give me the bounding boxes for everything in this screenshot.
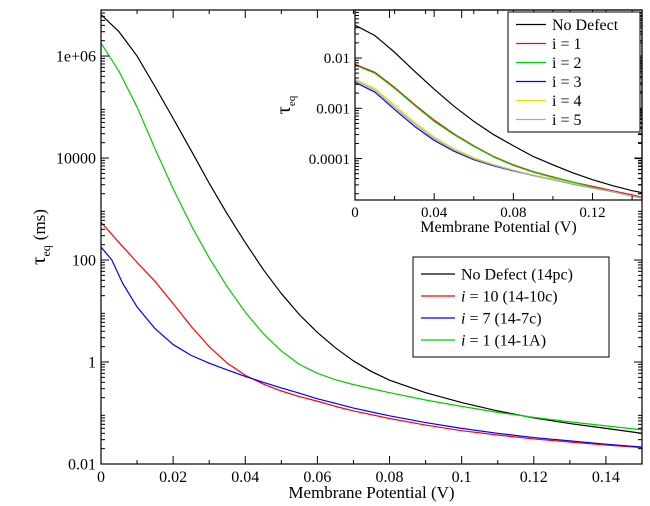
- legend-label-text: i = 4: [552, 93, 581, 110]
- inset-chart: 0 0.04 0.08 0.12 0.0001 0.001 0.01 Membrane Pot…: [273, 9, 643, 236]
- legend-label-text: i = 5: [552, 112, 581, 129]
- legend-label-3: i = 7 (14-7c): [461, 311, 542, 328]
- y-tick-label: 0.01: [324, 51, 350, 67]
- legend-label-5: i = 4: [552, 93, 581, 110]
- y-tick-label: 0.0001: [309, 152, 350, 168]
- y-tick-label: 100: [72, 253, 96, 270]
- y-axis-title-subscript: eq: [286, 95, 298, 106]
- series-line-6: [355, 79, 642, 199]
- y-axis-title-unit: (ms): [30, 209, 49, 240]
- plot-frame: [354, 9, 643, 201]
- x-axis-title: Membrane Potential (V): [420, 219, 576, 236]
- x-tick-label: 0.02: [159, 469, 187, 486]
- legend-box: [507, 11, 641, 133]
- x-tick-label: 0.06: [303, 469, 331, 486]
- legend-label-2: i = 10 (14-10c): [461, 289, 558, 306]
- series-line-3: [101, 246, 642, 448]
- legend-label-3: i = 2: [552, 55, 581, 72]
- series-line-1: [355, 24, 642, 194]
- y-axis-title: τeq: [273, 95, 298, 114]
- legend-label-italic: i: [461, 333, 465, 350]
- x-tick-label: 0: [97, 469, 105, 486]
- legend-label-rest: = 1 (14-1A): [465, 333, 546, 350]
- x-tick-label: 0.1: [452, 469, 472, 486]
- series-group: [101, 14, 642, 449]
- y-axis-title-symbol: τ: [273, 106, 295, 114]
- x-tick-label: 0.08: [376, 469, 404, 486]
- legend-label-text: No Defect: [552, 17, 619, 34]
- series-group: [355, 24, 642, 199]
- x-tick-label: 0.04: [421, 205, 448, 221]
- y-tick-label: 1e+06: [56, 49, 96, 66]
- y-tick-label: 10000: [56, 151, 96, 168]
- legend-label-1: No Defect: [552, 17, 619, 34]
- x-axis-title: Membrane Potential (V): [288, 483, 454, 502]
- y-axis-title-subscript: eq: [39, 245, 53, 256]
- x-tick-label: 0.14: [592, 469, 620, 486]
- legend-label-italic: i: [461, 311, 465, 328]
- legend-label-1: No Defect (14pc): [461, 267, 573, 284]
- series-line-1: [101, 14, 642, 434]
- y-axis-title: τeq (ms): [26, 209, 53, 265]
- x-tick-label: 0.04: [231, 469, 259, 486]
- y-tick-label: 0.001: [316, 102, 350, 118]
- legend-label-4: i = 1 (14-1A): [461, 333, 546, 350]
- x-tick-label: 0: [351, 205, 359, 221]
- x-tick-label: 0.12: [579, 205, 605, 221]
- legend-label-6: i = 5: [552, 112, 581, 129]
- x-tick-label: 0.12: [520, 469, 548, 486]
- legend-label-italic: i: [461, 289, 465, 306]
- series-line-4: [101, 42, 642, 431]
- y-axis-title-symbol: τ: [26, 257, 50, 265]
- legend-label-text: i = 1: [552, 36, 581, 53]
- series-line-2: [101, 221, 642, 449]
- legend-label-text: i = 3: [552, 74, 581, 91]
- legend-label-text: No Defect (14pc): [461, 267, 573, 284]
- legend-label-4: i = 3: [552, 74, 581, 91]
- y-tick-label: 1: [88, 355, 96, 372]
- legend-label-rest: = 7 (14-7c): [465, 311, 541, 328]
- x-tick-label: 0.08: [500, 205, 526, 221]
- legend-label-text: i = 2: [552, 55, 581, 72]
- main-chart: 0 0.02 0.04 0.06 0.08 0.1 0.12 0.14 0.01 1 100 1000…: [26, 9, 643, 502]
- legend-label-rest: = 10 (14-10c): [465, 289, 557, 306]
- y-tick-label: 0.01: [68, 457, 96, 474]
- legend-label-2: i = 1: [552, 36, 581, 53]
